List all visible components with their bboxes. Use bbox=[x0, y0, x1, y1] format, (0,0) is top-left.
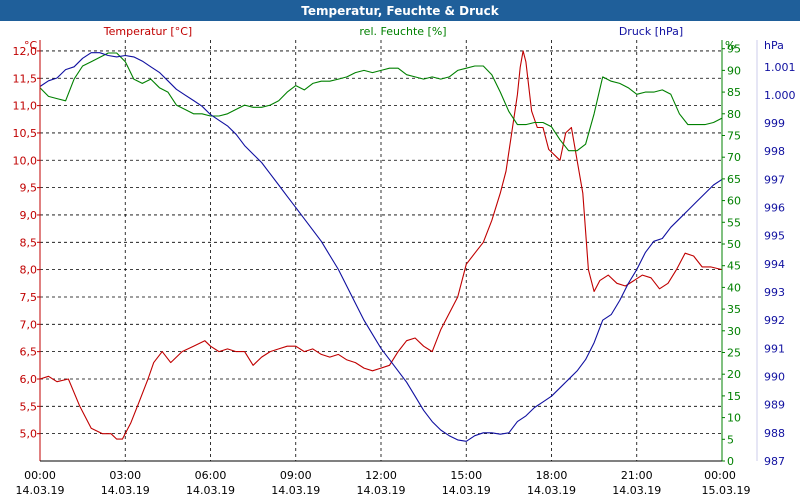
humidity-tick-label: 95 bbox=[727, 43, 741, 56]
x-tick-time-label: 12:00 bbox=[365, 469, 397, 482]
pressure-tick-label: 998 bbox=[764, 145, 785, 158]
series-line-pressure bbox=[39, 52, 723, 442]
x-tick-date-label: 14.03.19 bbox=[612, 484, 661, 497]
series-layer bbox=[39, 50, 723, 442]
pressure-tick-label: 992 bbox=[764, 314, 785, 327]
axis-layer bbox=[39, 40, 758, 462]
x-tick-time-label: 00:00 bbox=[704, 469, 736, 482]
pressure-tick-label: 1.001 bbox=[764, 61, 796, 74]
humidity-tick-label: 10 bbox=[727, 412, 741, 425]
pressure-tick-label: 989 bbox=[764, 399, 785, 412]
x-tick-date-label: 14.03.19 bbox=[101, 484, 150, 497]
pressure-tick-label: 995 bbox=[764, 230, 785, 243]
grid-layer bbox=[39, 40, 723, 461]
pressure-tick-label: 993 bbox=[764, 286, 785, 299]
x-tick-time-label: 09:00 bbox=[280, 469, 312, 482]
temperature-tick-label: 7,5 bbox=[20, 291, 38, 304]
pressure-tick-label: 997 bbox=[764, 173, 785, 186]
humidity-tick-label: 15 bbox=[727, 390, 741, 403]
chart-plot: 5,0 5,5 6,0 6,5 7,0 7,5 8,0 8,5 9,0 9,5 10,0 10,5 11… bbox=[13, 25, 796, 497]
x-tick-date-label: 15.03.19 bbox=[702, 484, 751, 497]
temperature-tick-label: 11,5 bbox=[13, 72, 38, 85]
temperature-tick-label: 5,0 bbox=[20, 428, 38, 441]
x-tick-date-label: 14.03.19 bbox=[271, 484, 320, 497]
x-tick-time-label: 21:00 bbox=[621, 469, 653, 482]
temperature-tick-label: 8,5 bbox=[20, 236, 38, 249]
temperature-tick-label: 11,0 bbox=[13, 100, 38, 113]
x-tick-date-label: 14.03.19 bbox=[527, 484, 576, 497]
temperature-tick-label: 7,0 bbox=[20, 318, 38, 331]
x-tick-time-label: 15:00 bbox=[450, 469, 482, 482]
title-bar: Temperatur, Feuchte & Druck bbox=[0, 0, 800, 21]
temperature-tick-label: 10,5 bbox=[13, 127, 38, 140]
series-line-temperature bbox=[39, 50, 723, 440]
x-tick-date-label: 14.03.19 bbox=[16, 484, 65, 497]
humidity-tick-label: 80 bbox=[727, 108, 741, 121]
series-line-humidity bbox=[39, 52, 723, 152]
temperature-tick-label: 6,5 bbox=[20, 346, 38, 359]
humidity-tick-label: 25 bbox=[727, 346, 741, 359]
humidity-tick-label: 45 bbox=[727, 260, 741, 273]
temperature-legend-label: Temperatur [°C] bbox=[103, 25, 192, 38]
x-tick-time-label: 18:00 bbox=[536, 469, 568, 482]
humidity-tick-label: 90 bbox=[727, 64, 741, 77]
pressure-legend-label: Druck [hPa] bbox=[619, 25, 683, 38]
humidity-tick-label: 60 bbox=[727, 195, 741, 208]
pressure-unit-label: hPa bbox=[764, 39, 784, 52]
temperature-tick-label: 8,0 bbox=[20, 264, 38, 277]
x-tick-date-label: 14.03.19 bbox=[186, 484, 235, 497]
x-tick-date-label: 14.03.19 bbox=[357, 484, 406, 497]
label-layer: 5,0 5,5 6,0 6,5 7,0 7,5 8,0 8,5 9,0 9,5 10,0 10,5 11… bbox=[13, 25, 796, 497]
humidity-tick-label: 40 bbox=[727, 281, 741, 294]
pressure-tick-label: 996 bbox=[764, 202, 785, 215]
humidity-tick-label: 70 bbox=[727, 151, 741, 164]
x-tick-time-label: 03:00 bbox=[109, 469, 141, 482]
pressure-tick-label: 1.000 bbox=[764, 89, 796, 102]
humidity-tick-label: 30 bbox=[727, 325, 741, 338]
pressure-tick-label: 994 bbox=[764, 258, 785, 271]
humidity-tick-label: 35 bbox=[727, 303, 741, 316]
x-tick-time-label: 06:00 bbox=[195, 469, 227, 482]
temperature-tick-label: 10,0 bbox=[13, 154, 38, 167]
pressure-tick-label: 990 bbox=[764, 371, 785, 384]
humidity-legend-label: rel. Feuchte [%] bbox=[359, 25, 446, 38]
temperature-tick-label: 9,0 bbox=[20, 209, 38, 222]
temperature-tick-label: 5,5 bbox=[20, 400, 38, 413]
x-tick-date-label: 14.03.19 bbox=[442, 484, 491, 497]
temperature-tick-label: 9,5 bbox=[20, 182, 38, 195]
humidity-tick-label: 50 bbox=[727, 238, 741, 251]
pressure-tick-label: 999 bbox=[764, 117, 785, 130]
humidity-tick-label: 85 bbox=[727, 86, 741, 99]
humidity-unit-label: % bbox=[725, 39, 735, 52]
pressure-tick-label: 987 bbox=[764, 455, 785, 468]
humidity-tick-label: 0 bbox=[727, 455, 734, 468]
humidity-tick-label: 65 bbox=[727, 173, 741, 186]
humidity-tick-label: 75 bbox=[727, 129, 741, 142]
temperature-tick-label: 12,0 bbox=[13, 45, 38, 58]
pressure-tick-label: 988 bbox=[764, 427, 785, 440]
temperature-tick-label: 6,0 bbox=[20, 373, 38, 386]
humidity-tick-label: 20 bbox=[727, 368, 741, 381]
humidity-tick-label: 55 bbox=[727, 216, 741, 229]
x-tick-time-label: 00:00 bbox=[24, 469, 56, 482]
pressure-tick-label: 991 bbox=[764, 342, 785, 355]
temperature-unit-label: °C bbox=[24, 39, 38, 52]
chart-title: Temperatur, Feuchte & Druck bbox=[301, 3, 499, 18]
humidity-tick-label: 5 bbox=[727, 433, 734, 446]
